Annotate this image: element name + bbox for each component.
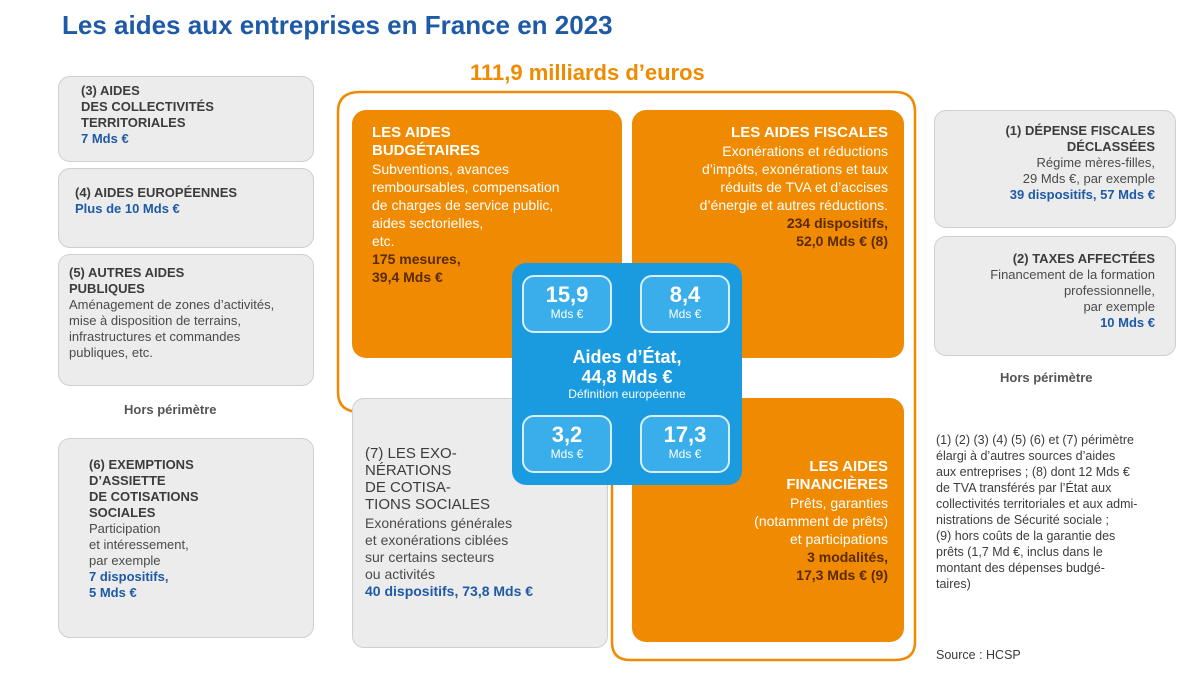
box2-value: 10 Mds € bbox=[1100, 315, 1155, 330]
page-title: Les aides aux entreprises en France en 2… bbox=[62, 10, 613, 40]
perimeter-line bbox=[336, 90, 917, 662]
fin-heading: LES AIDES FINANCIÈRES bbox=[786, 458, 888, 493]
box2-text: Financement de la formation professionne… bbox=[990, 267, 1155, 314]
hors-perimetre-left: Hors périmètre bbox=[124, 402, 217, 417]
source-label: Source : HCSP bbox=[936, 648, 1021, 662]
box4-heading: (4) AIDES EUROPÉENNES bbox=[75, 185, 238, 200]
box-depenses-fiscales-declassees: (1) DÉPENSE FISCALES DÉCLASSÉES Régime m… bbox=[934, 110, 1176, 228]
cot-value: 40 dispositifs, 73,8 Mds € bbox=[365, 583, 534, 599]
box-taxes-affectees: (2) TAXES AFFECTÉES Financement de la fo… bbox=[934, 236, 1176, 356]
fin-text: Prêts, garanties (notamment de prêts) et… bbox=[754, 495, 888, 547]
state-quadrant-cotisations: 3,2 Mds € bbox=[522, 415, 612, 473]
box6-value: 7 dispositifs, 5 Mds € bbox=[89, 569, 169, 600]
box1-heading: (1) DÉPENSE FISCALES DÉCLASSÉES bbox=[1005, 123, 1155, 154]
footnotes: (1) (2) (3) (4) (5) (6) et (7) périmètre… bbox=[936, 433, 1138, 591]
box5-text: Aménagement de zones d’activités, mise à… bbox=[69, 297, 275, 360]
box4-value: Plus de 10 Mds € bbox=[75, 201, 180, 216]
state-quadrant-budgetaires: 15,9 Mds € bbox=[522, 275, 612, 333]
fisc-text: Exonérations et réductions d’impôts, exo… bbox=[699, 143, 888, 213]
box2-heading: (2) TAXES AFFECTÉES bbox=[1012, 251, 1155, 266]
box-aides-etat: 15,9 Mds € 8,4 Mds € Aides d’État, 44,8 … bbox=[512, 263, 742, 485]
box5-heading: (5) AUTRES AIDES PUBLIQUES bbox=[69, 265, 185, 296]
box-europeennes: (4) AIDES EUROPÉENNES Plus de 10 Mds € bbox=[58, 168, 314, 248]
hors-perimetre-right: Hors périmètre bbox=[1000, 370, 1093, 385]
box3-heading: (3) AIDES DES COLLECTIVITÉS TERRITORIALE… bbox=[81, 83, 214, 130]
box-collectivites: (3) AIDES DES COLLECTIVITÉS TERRITORIALE… bbox=[58, 76, 314, 162]
box3-value: 7 Mds € bbox=[81, 131, 129, 146]
state-label: Aides d’État, 44,8 Mds € Définition euro… bbox=[568, 347, 686, 401]
box6-text: Participation et intéressement, par exem… bbox=[89, 521, 189, 568]
budg-heading: LES AIDES BUDGÉTAIRES bbox=[372, 124, 481, 159]
box1-text: Régime mères-filles, 29 Mds €, par exemp… bbox=[1022, 155, 1155, 186]
box-exemptions: (6) EXEMPTIONS D’ASSIETTE DE COTISATIONS… bbox=[58, 438, 314, 638]
total-amount: 111,9 milliards d’euros bbox=[470, 60, 705, 85]
box-aides-fiscales: LES AIDES FISCALES Exonérations et réduc… bbox=[632, 110, 904, 358]
box-autres-aides: (5) AUTRES AIDES PUBLIQUES Aménagement d… bbox=[58, 254, 314, 386]
fin-value: 3 modalités, 17,3 Mds € (9) bbox=[796, 549, 888, 583]
box6-heading: (6) EXEMPTIONS D’ASSIETTE DE COTISATIONS… bbox=[89, 457, 199, 520]
box1-value: 39 dispositifs, 57 Mds € bbox=[1009, 187, 1155, 202]
state-quadrant-fiscales: 8,4 Mds € bbox=[640, 275, 730, 333]
cot-text: Exonérations générales et exonérations c… bbox=[365, 515, 513, 582]
fisc-value: 234 dispositifs, 52,0 Mds € (8) bbox=[786, 215, 888, 249]
budg-value: 175 mesures, 39,4 Mds € bbox=[372, 251, 461, 285]
state-quadrant-financieres: 17,3 Mds € bbox=[640, 415, 730, 473]
budg-text: Subventions, avances remboursables, comp… bbox=[372, 161, 560, 249]
fisc-heading: LES AIDES FISCALES bbox=[731, 124, 888, 141]
cot-heading: (7) LES EXO- NÉRATIONS DE COTISA- TIONS … bbox=[365, 445, 491, 513]
